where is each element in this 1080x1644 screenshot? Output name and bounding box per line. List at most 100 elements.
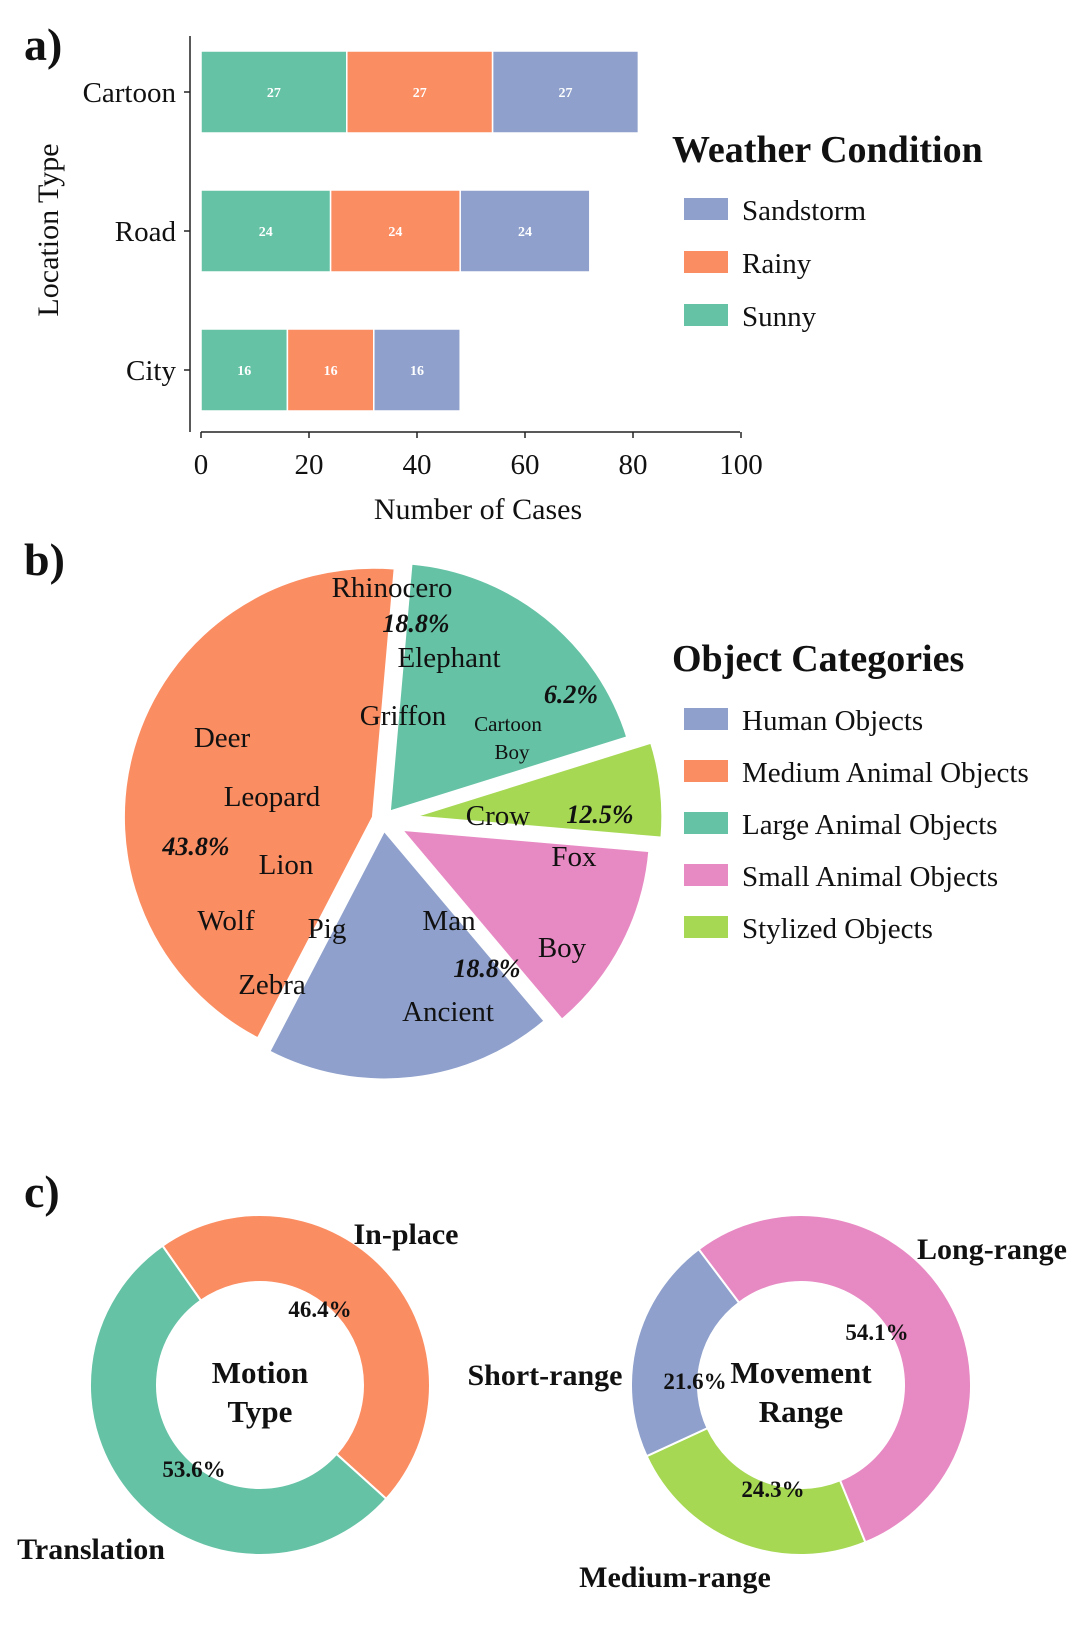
pie-item-crow: Crow — [466, 800, 531, 832]
legend-swatch-stylized-objects — [684, 916, 728, 938]
pie-slice-stylized-objects — [412, 740, 665, 840]
legend-swatch-large-animal-objects — [684, 812, 728, 834]
x-tick-label-20: 20 — [295, 449, 324, 481]
donut-segment-short-range — [629, 1247, 741, 1458]
y-tick-label-city: City — [126, 355, 176, 387]
pie-item-man: Man — [422, 905, 476, 937]
bar-city-sandstorm — [373, 328, 461, 412]
pie-item-rhinocero: Rhinocero — [332, 572, 453, 604]
weather-legend-title: Weather Condition — [672, 129, 983, 171]
motion-pct-translation: 53.6% — [162, 1457, 225, 1482]
bar-value-road-sunny: 24 — [259, 225, 273, 240]
donut-segment-long-range — [697, 1214, 972, 1544]
panel-c: c) Motion Type 46.4% 53.6% In-place Tran… — [17, 1166, 1067, 1594]
legend-label-large-animal-objects: Large Animal Objects — [742, 809, 998, 841]
legend-label-sandstorm: Sandstorm — [742, 195, 867, 227]
donut-segment-medium-range — [645, 1426, 867, 1556]
pie-pct-small-animal: 12.5% — [566, 800, 633, 829]
bar-value-cartoon-rainy: 27 — [413, 86, 427, 101]
pie-item-cartoon-boy: Boy — [494, 740, 530, 764]
bar-y-axis-label: Location Type — [32, 143, 65, 316]
bar-y-ticks: Cartoon Road City — [83, 77, 190, 387]
motion-label-translation: Translation — [17, 1533, 165, 1566]
pie-item-wolf: Wolf — [197, 905, 255, 937]
range-center-label-2: Range — [759, 1394, 843, 1429]
range-center-label-1: Movement — [730, 1355, 872, 1390]
range-label-medium: Medium-range — [579, 1561, 771, 1594]
object-legend: Human Objects Medium Animal Objects Large … — [684, 705, 1029, 945]
bar-value-road-rainy: 24 — [388, 225, 402, 240]
pie-item-griffon: Griffon — [360, 700, 447, 732]
pie-slice-medium-animal-objects — [121, 565, 397, 1042]
x-tick-label-80: 80 — [619, 449, 648, 481]
legend-swatch-sandstorm — [684, 198, 728, 220]
pie-pct-human: 18.8% — [453, 954, 520, 983]
legend-label-sunny: Sunny — [742, 301, 817, 333]
pie-item-fox: Fox — [551, 841, 597, 873]
panel-a-label: a) — [24, 19, 62, 70]
y-tick-label-road: Road — [115, 216, 177, 248]
panel-a: a) Location Type Cartoon Road City 0 20 40 60… — [24, 19, 983, 526]
motion-pct-in-place: 46.4% — [288, 1297, 351, 1322]
legend-swatch-sunny — [684, 304, 728, 326]
bar-value-city-rainy: 16 — [324, 364, 338, 379]
x-tick-label-0: 0 — [194, 449, 209, 481]
object-pie — [121, 561, 665, 1082]
legend-swatch-small-animal-objects — [684, 864, 728, 886]
pie-item-ancient: Ancient — [402, 996, 494, 1028]
bar-value-cartoon-sandstorm: 27 — [559, 86, 573, 101]
object-legend-title: Object Categories — [672, 638, 964, 680]
pie-item-cartoon: Cartoon — [474, 712, 542, 736]
bar-value-road-sandstorm: 24 — [518, 225, 532, 240]
legend-swatch-medium-animal-objects — [684, 760, 728, 782]
range-pct-medium: 24.3% — [741, 1477, 804, 1502]
legend-label-small-animal-objects: Small Animal Objects — [742, 861, 998, 893]
range-label-short: Short-range — [468, 1359, 623, 1392]
pie-pct-stylized: 6.2% — [544, 680, 598, 709]
panel-c-label: c) — [24, 1166, 60, 1217]
pie-item-leopard: Leopard — [224, 781, 321, 813]
movement-range-donut — [629, 1214, 972, 1556]
bar-x-ticks: 0 20 40 60 80 100 — [194, 432, 763, 481]
x-tick-label-40: 40 — [403, 449, 432, 481]
pie-item-zebra: Zebra — [238, 969, 306, 1001]
panel-b-label: b) — [24, 534, 65, 585]
bar-road-sunny — [200, 189, 332, 273]
legend-swatch-human-objects — [684, 708, 728, 730]
pie-slice-small-animal-objects — [397, 827, 652, 1023]
bar-value-city-sunny: 16 — [237, 364, 251, 379]
motion-center-label-1: Motion — [212, 1355, 308, 1390]
pie-item-elephant: Elephant — [397, 642, 500, 674]
x-tick-label-60: 60 — [511, 449, 540, 481]
range-pct-long: 54.1% — [845, 1320, 908, 1345]
bar-value-cartoon-sunny: 27 — [267, 86, 281, 101]
donut-segment-translation — [89, 1244, 388, 1556]
pie-slice-large-animal-objects — [387, 561, 630, 815]
legend-label-stylized-objects: Stylized Objects — [742, 913, 933, 945]
pie-pct-medium-animal: 43.8% — [161, 832, 229, 861]
bar-road-rainy — [329, 189, 461, 273]
bar-marks: 27 27 27 24 24 24 16 16 16 — [200, 50, 640, 412]
motion-type-donut — [89, 1214, 431, 1556]
weather-legend: Sandstorm Rainy Sunny — [684, 195, 867, 333]
legend-label-human-objects: Human Objects — [742, 705, 923, 737]
legend-swatch-rainy — [684, 251, 728, 273]
x-tick-label-100: 100 — [719, 449, 763, 481]
pie-pct-large-animal: 18.8% — [382, 609, 449, 638]
bar-x-axis-label: Number of Cases — [374, 493, 582, 526]
bar-value-city-sandstorm: 16 — [410, 364, 424, 379]
bar-cartoon-rainy — [346, 50, 494, 134]
bar-cartoon-sandstorm — [491, 50, 640, 134]
range-pct-short: 21.6% — [663, 1369, 726, 1394]
pie-slice-human-objects — [266, 827, 548, 1082]
pie-item-deer: Deer — [194, 722, 251, 754]
pie-item-boy: Boy — [538, 932, 587, 964]
pie-item-lion: Lion — [259, 849, 314, 881]
y-tick-label-cartoon: Cartoon — [83, 77, 177, 109]
pie-item-pig: Pig — [308, 913, 347, 945]
panel-b: b) Rhinocero 18.8% Elephant Griffon 6.2%… — [24, 534, 1029, 1082]
motion-label-in-place: In-place — [354, 1218, 459, 1251]
bar-city-sunny — [200, 328, 289, 412]
object-pie-labels: Rhinocero 18.8% Elephant Griffon 6.2% Ca… — [161, 572, 633, 1028]
